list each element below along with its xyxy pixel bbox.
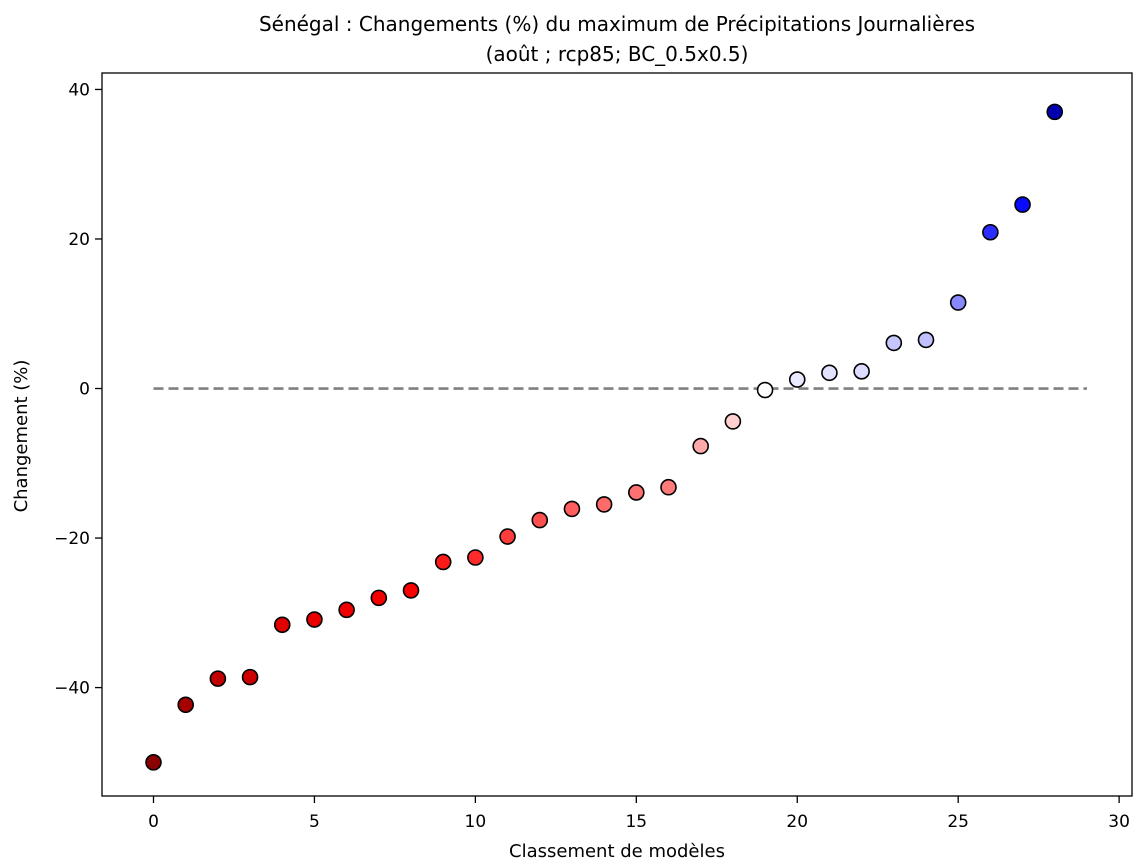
x-tick-label: 15	[625, 812, 647, 832]
x-tick-label: 0	[148, 812, 159, 832]
data-point	[402, 582, 420, 599]
data-point	[1014, 196, 1031, 213]
data-point	[531, 511, 549, 529]
data-point	[756, 381, 774, 399]
data-point	[853, 363, 870, 380]
data-point	[660, 478, 677, 496]
data-point	[209, 670, 227, 687]
y-tick-label: 40	[68, 80, 90, 100]
data-point	[949, 294, 967, 311]
data-point	[1046, 103, 1064, 121]
data-point	[982, 223, 999, 241]
chart-subtitle: (août ; rcp85; BC_0.5x0.5)	[486, 42, 749, 66]
data-point	[692, 437, 709, 455]
data-point	[788, 371, 806, 388]
y-tick-label: −40	[54, 679, 90, 699]
data-point	[145, 754, 162, 771]
data-point	[434, 553, 452, 571]
data-point	[241, 668, 259, 686]
x-tick-label: 10	[465, 812, 487, 832]
data-point	[467, 549, 484, 566]
data-point	[338, 601, 355, 619]
x-tick-label: 20	[786, 812, 808, 832]
data-point	[885, 334, 903, 352]
data-point	[563, 500, 581, 518]
y-tick-label: 20	[68, 230, 90, 250]
x-tick-label: 25	[947, 812, 969, 832]
x-tick-label: 5	[309, 812, 320, 832]
chart-title: Sénégal : Changements (%) du maximum de …	[259, 12, 975, 36]
plot-area: 0 5 10 15 20 25 30 40 20 0 −20 −40	[54, 72, 1133, 832]
data-point	[628, 484, 645, 501]
data-point	[821, 364, 838, 382]
data-point	[595, 496, 613, 513]
data-point	[306, 611, 323, 628]
data-point	[273, 616, 291, 634]
data-point	[370, 589, 388, 607]
y-tick-label: −20	[54, 529, 90, 549]
y-tick-label: 0	[79, 380, 90, 400]
x-tick-label: 30	[1108, 812, 1130, 832]
plot-frame	[101, 72, 1133, 797]
data-point	[499, 528, 516, 545]
y-axis-label: Changement (%)	[11, 360, 32, 513]
data-point	[917, 331, 935, 349]
x-axis-label: Classement de modèles	[509, 841, 725, 861]
data-point	[177, 696, 194, 714]
data-point	[724, 413, 742, 430]
